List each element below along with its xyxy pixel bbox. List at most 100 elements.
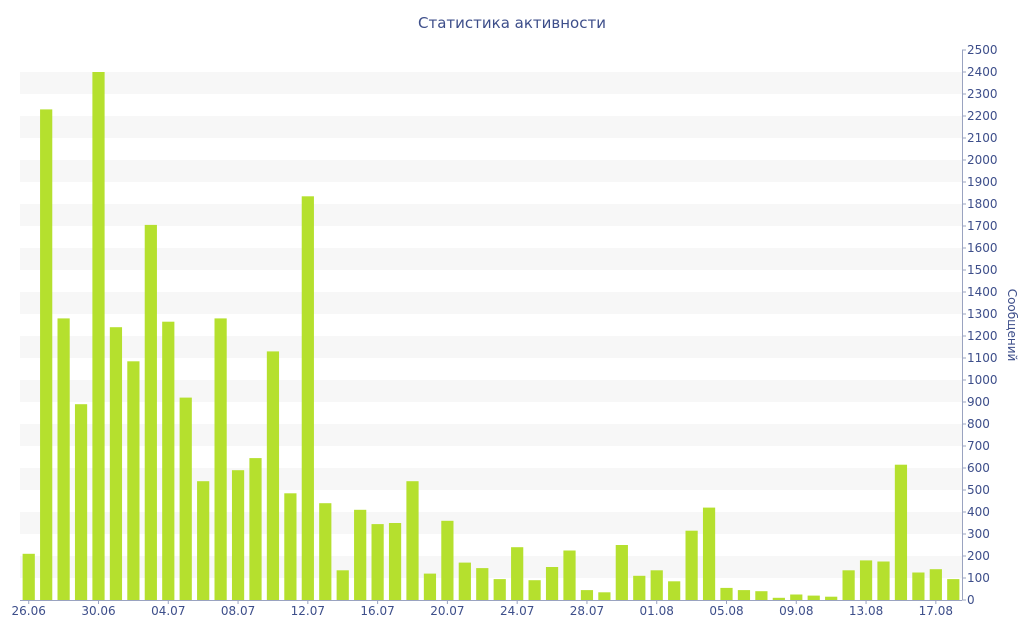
grid-band (20, 160, 962, 182)
y-tick-label: 900 (967, 395, 990, 409)
y-tick-label: 1100 (967, 351, 998, 365)
y-tick-label: 1300 (967, 307, 998, 321)
grid-band (20, 424, 962, 446)
y-tick-label: 2500 (967, 43, 998, 57)
x-tick-label: 08.07 (221, 604, 255, 618)
y-tick-label: 1600 (967, 241, 998, 255)
y-tick-label: 400 (967, 505, 990, 519)
bar-19.07[interactable] (423, 573, 437, 600)
bar-29.06[interactable] (74, 404, 88, 600)
bar-20.07[interactable] (441, 520, 454, 600)
bar-18.08[interactable] (947, 579, 960, 600)
grid-band (20, 72, 962, 94)
y-tick-label: 1200 (967, 329, 998, 343)
grid-band (20, 468, 962, 490)
x-tick-label: 16.07 (360, 604, 394, 618)
bar-09.08[interactable] (790, 594, 803, 601)
y-tick-label: 1900 (967, 175, 998, 189)
x-tick-label: 05.08 (709, 604, 743, 618)
bar-08.07[interactable] (231, 470, 245, 600)
bar-07.07[interactable] (214, 318, 227, 600)
bar-series (22, 72, 960, 601)
y-tick-label: 0 (967, 593, 975, 607)
y-tick-label: 1400 (967, 285, 998, 299)
grid-band (20, 248, 962, 270)
bar-21.07[interactable] (458, 562, 471, 600)
bar-09.07[interactable] (249, 458, 262, 600)
bar-26.06[interactable] (22, 553, 35, 600)
bar-16.08[interactable] (912, 572, 925, 601)
bar-27.06[interactable] (40, 109, 53, 601)
grid-band (20, 292, 962, 314)
bar-29.07[interactable] (598, 592, 611, 600)
grid-band (20, 116, 962, 138)
bar-15.08[interactable] (894, 464, 908, 600)
bar-01.07[interactable] (109, 327, 123, 600)
y-tick-label: 1500 (967, 263, 998, 277)
bar-03.07[interactable] (144, 224, 157, 600)
bar-06.07[interactable] (197, 481, 210, 600)
grid-band (20, 336, 962, 358)
bar-16.07[interactable] (371, 524, 384, 600)
bar-13.07[interactable] (319, 503, 332, 600)
bar-14.08[interactable] (877, 561, 890, 601)
bar-14.07[interactable] (336, 570, 349, 600)
x-tick-label: 26.06 (12, 604, 46, 618)
bar-11.07[interactable] (284, 493, 297, 600)
x-tick-label: 13.08 (849, 604, 883, 618)
bar-12.08[interactable] (842, 570, 855, 600)
y-tick-label: 600 (967, 461, 990, 475)
bar-06.08[interactable] (737, 590, 751, 600)
x-tick-label: 20.07 (430, 604, 464, 618)
y-tick-label: 2100 (967, 131, 998, 145)
y-tick-label: 300 (967, 527, 990, 541)
y-tick-label: 2000 (967, 153, 998, 167)
bar-05.08[interactable] (720, 587, 733, 600)
grid-band (20, 204, 962, 226)
bar-30.06[interactable] (92, 72, 105, 600)
bar-12.07[interactable] (301, 196, 314, 601)
bar-18.07[interactable] (406, 481, 419, 600)
x-tick-label: 17.08 (919, 604, 953, 618)
bar-28.07[interactable] (580, 590, 594, 600)
grid-band (20, 512, 962, 534)
bar-23.07[interactable] (493, 579, 506, 600)
bar-13.08[interactable] (859, 560, 873, 600)
y-tick-label: 2200 (967, 109, 998, 123)
bar-07.08[interactable] (755, 591, 768, 600)
bar-03.08[interactable] (685, 530, 698, 600)
bar-30.07[interactable] (615, 545, 628, 600)
x-tick-label: 24.07 (500, 604, 534, 618)
y-tick-label: 200 (967, 549, 990, 563)
y-tick-label: 1800 (967, 197, 998, 211)
y-tick-label: 500 (967, 483, 990, 497)
bar-05.07[interactable] (179, 397, 192, 600)
bar-28.06[interactable] (57, 318, 70, 600)
y-tick-label: 700 (967, 439, 990, 453)
bar-15.07[interactable] (354, 509, 367, 600)
bar-11.08[interactable] (825, 596, 838, 600)
bar-27.07[interactable] (563, 550, 576, 601)
y-axis-label: Сообщений (1005, 289, 1019, 362)
bar-25.07[interactable] (528, 580, 541, 600)
bar-26.07[interactable] (545, 567, 559, 600)
bar-02.07[interactable] (127, 361, 140, 600)
bar-02.08[interactable] (668, 581, 681, 600)
bar-31.07[interactable] (633, 575, 646, 600)
grid-band (20, 380, 962, 402)
y-tick-label: 2300 (967, 87, 998, 101)
bar-10.07[interactable] (266, 351, 280, 600)
bar-04.07[interactable] (162, 321, 175, 600)
y-tick-label: 800 (967, 417, 990, 431)
x-tick-label: 04.07 (151, 604, 185, 618)
bar-10.08[interactable] (807, 595, 820, 600)
bar-22.07[interactable] (476, 568, 489, 600)
bar-17.08[interactable] (929, 569, 942, 600)
bar-01.08[interactable] (650, 570, 663, 600)
bar-17.07[interactable] (388, 523, 402, 600)
bar-08.08[interactable] (772, 597, 785, 600)
bar-24.07[interactable] (511, 547, 524, 600)
bar-04.08[interactable] (702, 507, 716, 600)
